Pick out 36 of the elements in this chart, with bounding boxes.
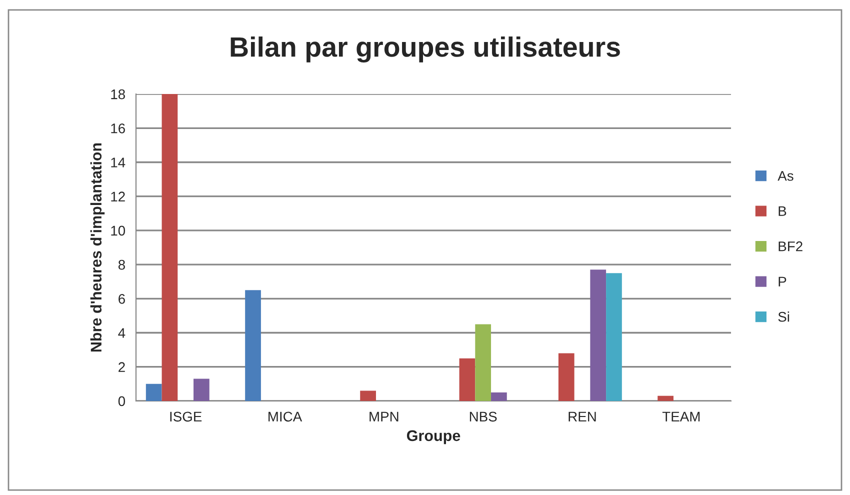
x-tick-label: REN: [568, 412, 596, 422]
x-tick-label: MICA: [268, 412, 302, 422]
bar: [162, 94, 178, 401]
legend-label: P: [778, 276, 786, 286]
y-tick-label: 4: [118, 328, 126, 338]
bar: [606, 273, 622, 401]
y-tick-label: 16: [111, 123, 125, 134]
y-tick-label: 18: [111, 89, 125, 100]
x-tick-label: ISGE: [170, 412, 202, 422]
bar: [590, 270, 606, 401]
bar: [194, 378, 210, 401]
x-tick-label: NBS: [470, 412, 497, 422]
y-tick-label: 0: [118, 396, 126, 406]
bar: [360, 390, 376, 401]
legend-label: Si: [778, 312, 790, 322]
bar: [658, 396, 674, 401]
bar: [459, 358, 476, 401]
y-tick-label: 12: [111, 192, 125, 202]
x-tick-label: TEAM: [662, 412, 700, 422]
bar: [245, 290, 261, 401]
x-tick-label: MPN: [370, 412, 398, 422]
bar: [558, 353, 574, 401]
y-tick-label: 2: [118, 362, 125, 372]
bar: [491, 392, 507, 401]
legend-label: B: [778, 206, 786, 216]
y-tick-label: 14: [111, 158, 126, 168]
x-axis-title: Groupe: [406, 430, 460, 444]
legend-label: BF2: [778, 241, 802, 252]
y-tick-label: 10: [111, 226, 126, 236]
chart-title: Bilan par groupes utilisateurs: [230, 36, 620, 63]
legend-label: As: [778, 171, 794, 181]
bar: [475, 324, 492, 401]
y-tick-label: 6: [118, 294, 125, 304]
bar: [146, 384, 162, 401]
y-axis-title: Nbre d'heures d'implantation: [90, 143, 105, 352]
y-tick-label: 8: [118, 260, 125, 270]
